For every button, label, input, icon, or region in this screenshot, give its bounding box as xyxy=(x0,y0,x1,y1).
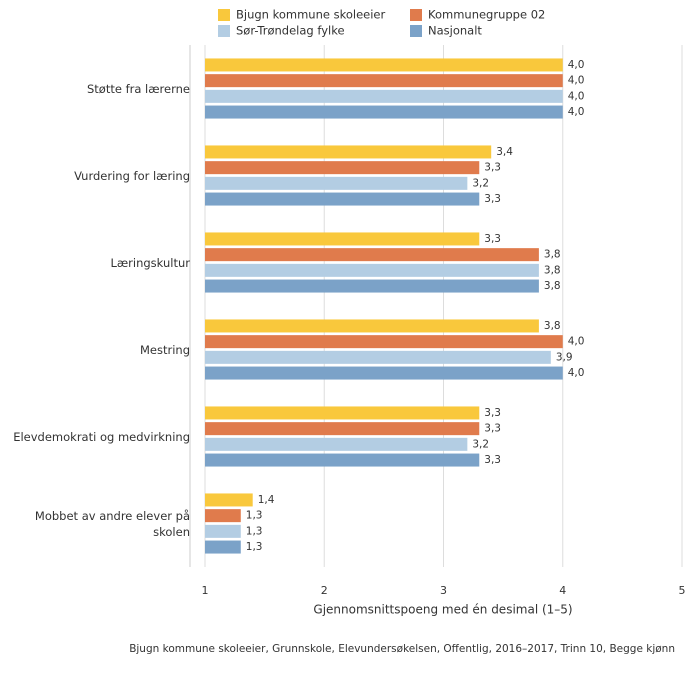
bar xyxy=(205,422,480,436)
bar xyxy=(205,319,539,333)
value-label: 3,3 xyxy=(484,407,501,419)
bar xyxy=(205,366,563,380)
x-axis-label: Gjennomsnittspoeng med én desimal (1–5) xyxy=(313,603,572,617)
value-label: 3,8 xyxy=(544,264,561,276)
x-tick-label: 5 xyxy=(679,584,686,597)
value-label: 3,3 xyxy=(484,162,501,174)
bar xyxy=(205,105,563,119)
value-label: 4,0 xyxy=(568,336,585,348)
x-tick-label: 1 xyxy=(202,584,209,597)
bar xyxy=(205,248,539,262)
x-tick-label: 3 xyxy=(440,584,447,597)
bar xyxy=(205,493,253,507)
category-label: Mobbet av andre elever på skolen xyxy=(34,508,190,539)
bar xyxy=(205,524,241,538)
bar xyxy=(205,279,539,293)
legend-label: Kommunegruppe 02 xyxy=(428,8,545,22)
bar xyxy=(205,58,563,72)
bar xyxy=(205,263,539,277)
value-label: 4,0 xyxy=(568,90,585,102)
bar xyxy=(205,192,480,206)
legend-label: Sør-Trøndelag fylke xyxy=(236,24,345,38)
value-label: 3,8 xyxy=(544,249,561,261)
value-label: 3,3 xyxy=(484,193,501,205)
value-label: 1,4 xyxy=(258,494,275,506)
bar xyxy=(205,232,480,246)
bar xyxy=(205,335,563,349)
legend-swatch xyxy=(218,25,230,37)
category-label: Støtte fra lærerne xyxy=(86,81,190,96)
value-label: 4,0 xyxy=(568,106,585,118)
value-label: 3,8 xyxy=(544,320,561,332)
x-tick-label: 4 xyxy=(559,584,566,597)
bar xyxy=(205,437,468,451)
value-label: 3,8 xyxy=(544,280,561,292)
value-label: 3,2 xyxy=(472,177,489,189)
bar xyxy=(205,89,563,103)
bar xyxy=(205,509,241,523)
category-label: Mestring xyxy=(139,342,190,357)
bar xyxy=(205,145,492,159)
legend-swatch xyxy=(218,9,230,21)
category-label: Læringskultur xyxy=(110,255,190,270)
bar xyxy=(205,74,563,88)
value-label: 1,3 xyxy=(246,541,263,553)
legend-swatch xyxy=(410,25,422,37)
category-label: Elevdemokrati og medvirkning xyxy=(13,429,190,444)
bar xyxy=(205,453,480,467)
legend-swatch xyxy=(410,9,422,21)
x-tick-label: 2 xyxy=(321,584,328,597)
value-label: 4,0 xyxy=(568,59,585,71)
value-label: 3,3 xyxy=(484,454,501,466)
value-label: 4,0 xyxy=(568,75,585,87)
bar xyxy=(205,406,480,420)
bar xyxy=(205,540,241,554)
value-label: 3,3 xyxy=(484,233,501,245)
legend-label: Bjugn kommune skoleeier xyxy=(236,8,386,22)
value-label: 1,3 xyxy=(246,510,263,522)
value-label: 3,3 xyxy=(484,423,501,435)
bar xyxy=(205,350,551,364)
legend-label: Nasjonalt xyxy=(428,24,482,38)
bar xyxy=(205,161,480,175)
value-label: 3,4 xyxy=(496,146,513,158)
footer: Bjugn kommune skoleeier, Grunnskole, Ele… xyxy=(129,643,675,655)
bar xyxy=(205,176,468,190)
value-label: 3,2 xyxy=(472,438,489,450)
category-label: Vurdering for læring xyxy=(74,168,190,183)
value-label: 3,9 xyxy=(556,351,573,363)
value-label: 1,3 xyxy=(246,525,263,537)
value-label: 4,0 xyxy=(568,367,585,379)
